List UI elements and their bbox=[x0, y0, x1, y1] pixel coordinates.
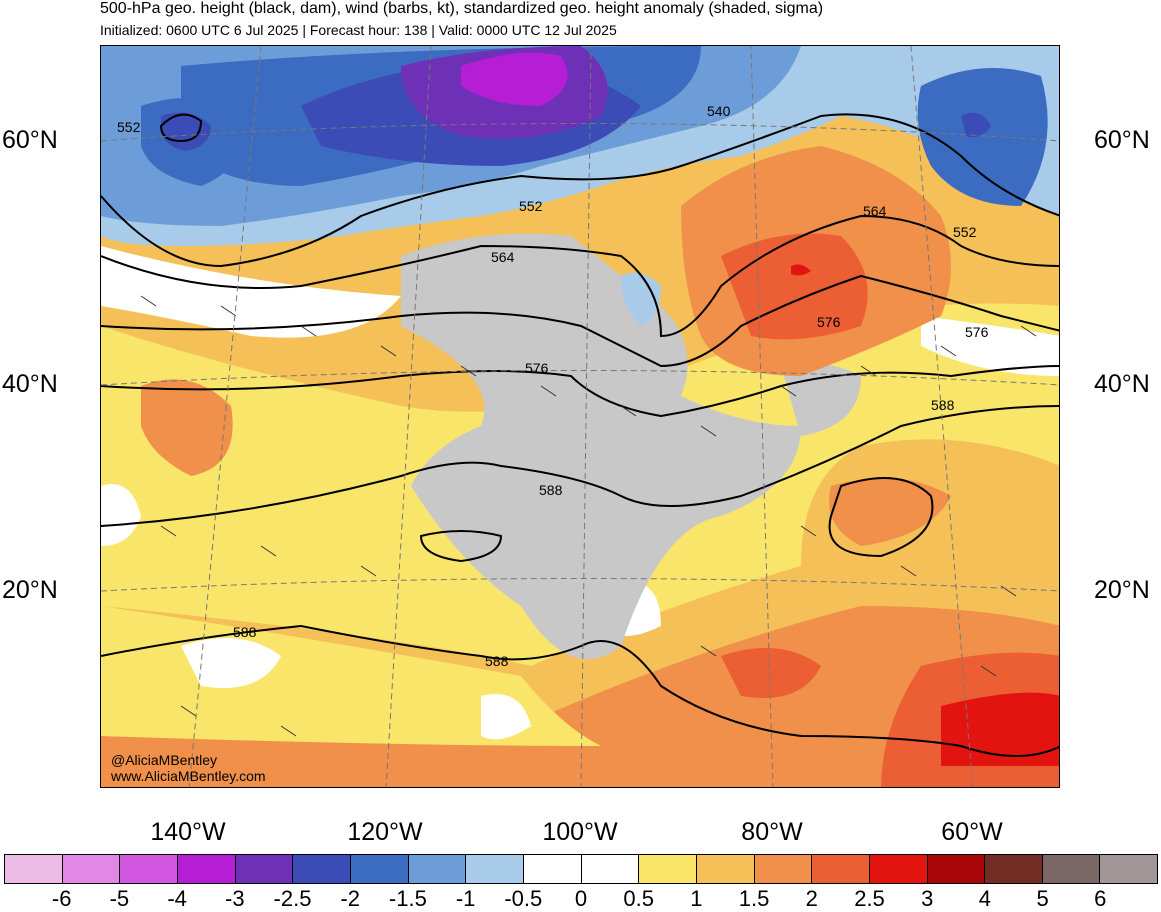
colorbar-tick-label: -6 bbox=[51, 886, 72, 911]
colorbar-tick-label: -2 bbox=[340, 886, 360, 911]
colorbar-cell bbox=[120, 855, 178, 883]
lat-label-40n-right: 40°N bbox=[1094, 370, 1150, 398]
colorbar-tick-label: -5 bbox=[109, 886, 130, 911]
colorbar-tick-label: -1.5 bbox=[388, 886, 427, 911]
graticule bbox=[101, 46, 1059, 787]
height-contours bbox=[101, 113, 1059, 757]
colorbar-tick-label: 0 bbox=[574, 886, 588, 911]
colorbar-cell bbox=[581, 855, 640, 883]
colorbar-cell bbox=[62, 855, 121, 883]
colorbar-tick-label: -4 bbox=[167, 886, 187, 911]
anomaly-negative-strong bbox=[461, 52, 568, 106]
wind-barbs bbox=[140, 295, 1037, 737]
contour-label: 588 bbox=[539, 482, 563, 498]
contour-label: 552 bbox=[117, 119, 141, 135]
contour-label-group: 552 540 552 564 564 552 576 576 576 588 … bbox=[117, 103, 989, 669]
colorbar-cell bbox=[523, 855, 582, 883]
contour-label: 552 bbox=[953, 224, 977, 240]
contour-label: 564 bbox=[491, 249, 515, 265]
colorbar-cell bbox=[350, 855, 409, 883]
colorbar-cell bbox=[927, 855, 986, 883]
colorbar-tick-label: -1 bbox=[455, 886, 476, 911]
contour-label: 564 bbox=[863, 203, 887, 219]
map-title: 500-hPa geo. height (black, dam), wind (… bbox=[100, 0, 824, 17]
contour-label: 576 bbox=[817, 314, 841, 330]
colorbar-tick-label: 1 bbox=[690, 886, 703, 911]
contour-label: 552 bbox=[519, 198, 543, 214]
map-subtitle: Initialized: 0600 UTC 6 Jul 2025 | Forec… bbox=[100, 22, 617, 38]
colorbar-tick-label: 5 bbox=[1036, 886, 1049, 911]
map-canvas: 552 540 552 564 564 552 576 576 576 588 … bbox=[101, 46, 1059, 787]
contour-label: 576 bbox=[965, 324, 989, 340]
colorbar-cell bbox=[696, 855, 755, 883]
lon-label-80w: 80°W bbox=[741, 818, 803, 846]
colorbar-cell bbox=[235, 855, 294, 883]
colorbar-cell bbox=[293, 855, 351, 883]
colorbar-tick-label: 2.5 bbox=[854, 886, 885, 911]
colorbar-tick-label: 3 bbox=[921, 886, 934, 911]
lon-label-60w: 60°W bbox=[941, 818, 1003, 846]
colorbar-cell bbox=[985, 855, 1043, 883]
lon-label-120w: 120°W bbox=[347, 818, 423, 846]
lat-label-20n-right: 20°N bbox=[1094, 576, 1150, 604]
weather-map: 552 540 552 564 564 552 576 576 576 588 … bbox=[100, 45, 1060, 788]
contour-label: 588 bbox=[233, 624, 257, 640]
credit-url: www.AliciaMBentley.com bbox=[111, 768, 266, 784]
lat-label-60n-right: 60°N bbox=[1094, 126, 1150, 154]
colorbar-tick-label: 1.5 bbox=[738, 886, 770, 911]
colorbar-cell bbox=[466, 855, 524, 883]
lat-label-20n-left: 20°N bbox=[2, 576, 58, 604]
lon-label-100w: 100°W bbox=[542, 818, 618, 846]
contour-label: 540 bbox=[707, 103, 731, 119]
colorbar-cell bbox=[1100, 855, 1158, 883]
colorbar-tick-label: 0.5 bbox=[623, 886, 654, 911]
lat-label-40n-left: 40°N bbox=[2, 370, 58, 398]
colorbar-cell bbox=[408, 855, 467, 883]
credit-handle: @AliciaMBentley bbox=[111, 752, 218, 768]
colorbar-tick-label: -2.5 bbox=[273, 886, 312, 911]
colorbar-tick-label: 4 bbox=[978, 886, 992, 911]
contour-label: 588 bbox=[931, 397, 955, 413]
anomaly-neutral-land bbox=[401, 233, 801, 660]
colorbar-cell bbox=[5, 855, 63, 883]
contour-label: 576 bbox=[525, 360, 549, 376]
colorbar-cell bbox=[639, 855, 697, 883]
colorbar-tick-label: -3 bbox=[225, 886, 245, 911]
colorbar-cell bbox=[177, 855, 236, 883]
colorbar-cell bbox=[812, 855, 870, 883]
anomaly-colorbar bbox=[4, 854, 1158, 884]
contour-label: 588 bbox=[485, 653, 509, 669]
lon-label-140w: 140°W bbox=[150, 818, 226, 846]
colorbar-cell bbox=[869, 855, 928, 883]
colorbar-tick-label: 6 bbox=[1094, 886, 1107, 911]
colorbar-cell bbox=[1042, 855, 1101, 883]
lat-label-60n-left: 60°N bbox=[2, 126, 58, 154]
colorbar-tick-label: 2 bbox=[805, 886, 818, 911]
colorbar-cell bbox=[754, 855, 813, 883]
colorbar-tick-label: -0.5 bbox=[504, 886, 543, 911]
